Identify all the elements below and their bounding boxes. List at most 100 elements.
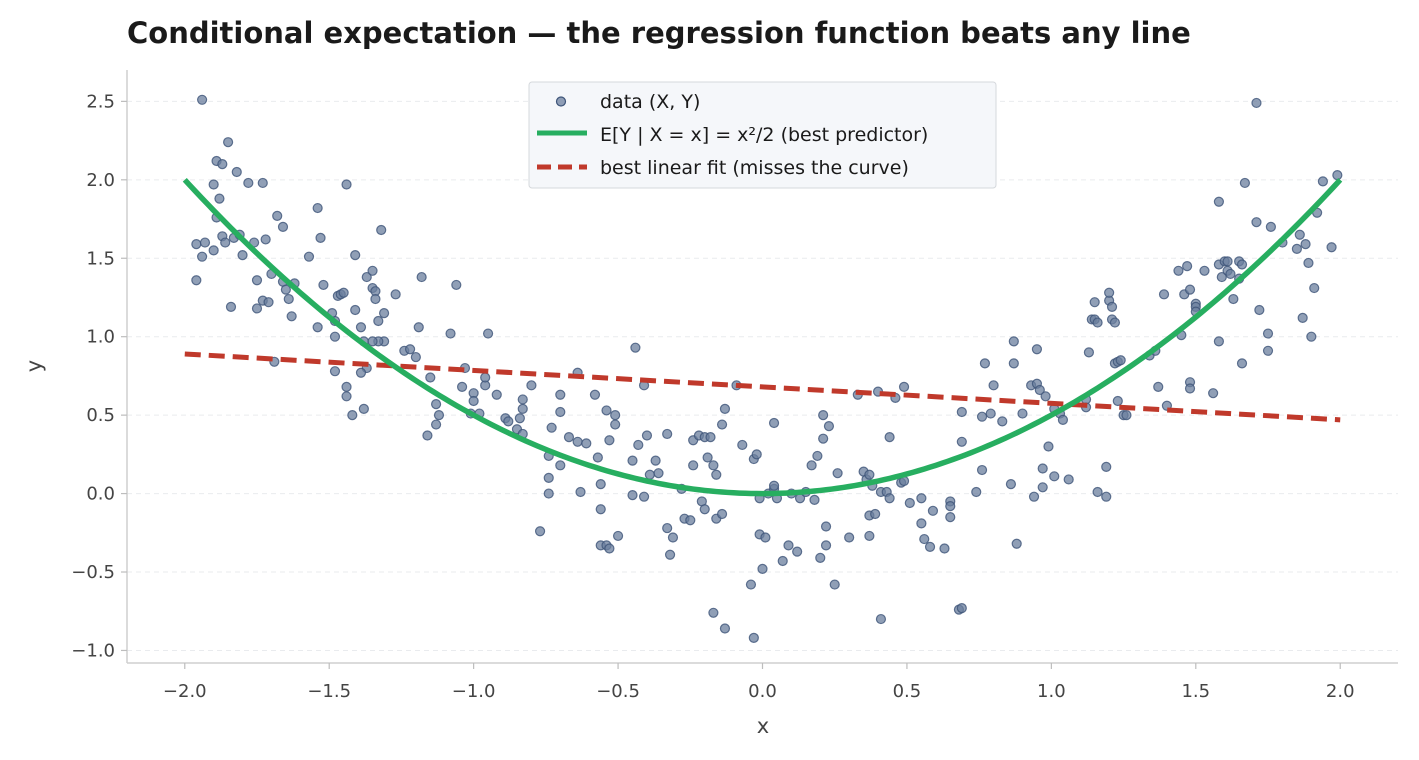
data-point (480, 372, 491, 383)
data-point (604, 543, 615, 554)
data-point (433, 410, 445, 421)
data-point (627, 455, 638, 466)
data-point (355, 322, 367, 333)
data-point (1213, 336, 1225, 347)
data-point (638, 491, 650, 502)
data-point (633, 439, 644, 451)
data-point (737, 439, 748, 451)
data-point (919, 533, 930, 545)
y-tick-label: 0.5 (86, 405, 115, 426)
data-point (812, 450, 823, 462)
data-point (225, 301, 237, 312)
data-point (612, 530, 624, 542)
data-point (341, 381, 352, 392)
data-point (277, 221, 289, 232)
data-point (823, 421, 835, 432)
data-point (829, 579, 840, 590)
data-point (318, 279, 329, 291)
data-point (945, 512, 956, 523)
data-point (864, 469, 875, 480)
x-ticks: −2.0 −1.5 −1.0 −0.5 0.0 0.5 1.0 1.5 2.0 (163, 663, 1355, 702)
data-point (208, 245, 219, 256)
y-tick-label: 2.0 (86, 170, 115, 191)
data-point (792, 546, 803, 557)
data-point (260, 234, 271, 245)
data-point (904, 497, 915, 509)
data-point (503, 416, 514, 427)
data-point (898, 381, 910, 392)
data-point (283, 293, 294, 305)
data-point (1089, 297, 1100, 308)
data-point (416, 271, 427, 283)
data-point (777, 555, 788, 567)
data-point (329, 366, 341, 377)
data-point (1225, 268, 1236, 280)
x-tick-label: 0.5 (893, 681, 922, 702)
data-point (757, 563, 768, 574)
data-point (1121, 410, 1132, 421)
data-point (341, 179, 352, 190)
data-point (468, 395, 479, 407)
data-point (514, 413, 525, 424)
data-point (1028, 491, 1040, 502)
data-point (685, 515, 696, 526)
data-point (1239, 177, 1251, 189)
data-point (832, 468, 843, 479)
x-tick-label: 0.0 (748, 681, 777, 702)
data-point (231, 166, 242, 178)
data-point (378, 308, 390, 319)
data-point (641, 430, 653, 441)
data-point (884, 493, 895, 504)
data-point (376, 224, 387, 236)
data-point (601, 405, 612, 416)
data-point (1251, 97, 1262, 109)
data-point (355, 367, 367, 378)
legend-scatter-marker (555, 96, 567, 107)
data-point (783, 540, 794, 551)
data-point (191, 239, 202, 250)
x-tick-label: −0.5 (596, 681, 640, 702)
data-point (1222, 256, 1233, 267)
data-point (350, 304, 361, 316)
data-point (390, 289, 401, 300)
legend: data (X, Y) E[Y | X = x] = x²/2 (best pr… (528, 81, 997, 189)
data-point (1043, 441, 1054, 452)
data-point (1101, 491, 1112, 502)
data-point (1184, 383, 1196, 394)
data-point (768, 480, 780, 491)
data-point (445, 328, 456, 339)
data-point (956, 436, 967, 447)
data-point (1092, 486, 1103, 498)
data-point (988, 380, 999, 391)
data-point (1083, 347, 1095, 358)
data-point (1254, 304, 1265, 316)
data-point (1303, 257, 1314, 269)
data-point (1294, 229, 1305, 240)
data-point (1008, 358, 1019, 369)
data-point (543, 472, 554, 483)
data-point (347, 410, 358, 421)
data-point (272, 210, 283, 221)
data-point (208, 179, 219, 190)
x-tick-label: 1.0 (1037, 681, 1066, 702)
data-point (751, 449, 762, 460)
data-point (1265, 221, 1277, 232)
data-point (217, 159, 228, 170)
data-point (555, 389, 566, 400)
data-point (844, 532, 855, 543)
data-point (1213, 196, 1225, 207)
data-point (708, 607, 719, 618)
data-point (312, 322, 323, 333)
data-point (1031, 344, 1043, 355)
data-point (534, 526, 546, 537)
data-point (1326, 242, 1337, 253)
data-point (263, 297, 274, 308)
data-point (1040, 391, 1051, 402)
data-point (985, 408, 996, 419)
data-point (220, 237, 231, 248)
data-point (1262, 345, 1274, 356)
data-point (214, 193, 225, 204)
data-point (404, 344, 416, 355)
data-point (1063, 474, 1074, 485)
